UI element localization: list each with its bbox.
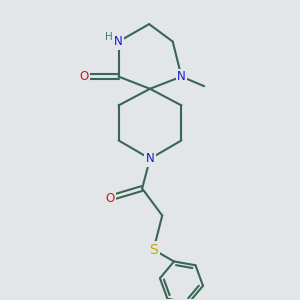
Text: H: H <box>105 32 113 42</box>
Text: O: O <box>79 70 88 83</box>
Text: S: S <box>149 243 158 257</box>
Text: N: N <box>114 35 123 48</box>
Text: N: N <box>177 70 186 83</box>
Text: N: N <box>146 152 154 165</box>
Text: O: O <box>105 192 114 205</box>
